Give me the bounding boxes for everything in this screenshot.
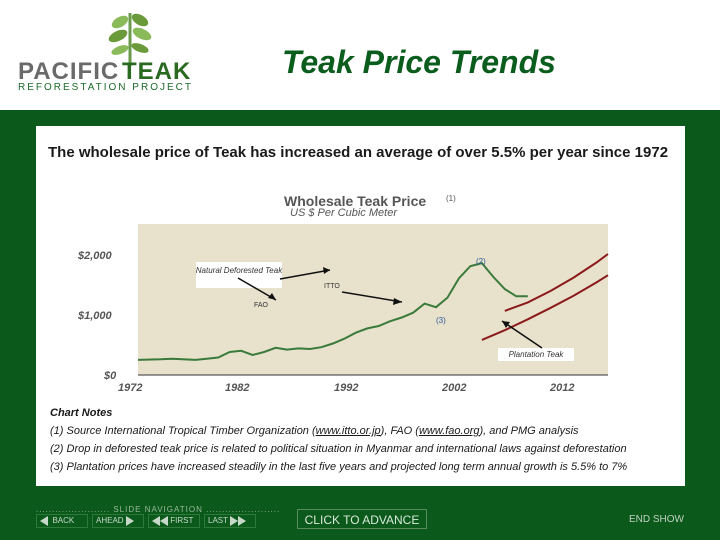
y-tick-label: $1,000	[77, 310, 113, 322]
chart-subtitle: US $ Per Cubic Meter	[290, 207, 397, 219]
last-arrow-icon	[238, 516, 247, 526]
slide-navigation-label: ....................... SLIDE NAVIGATION…	[36, 505, 281, 514]
ahead-label: AHEAD	[96, 516, 124, 525]
chart-title-note: (1)	[446, 194, 456, 203]
annotation-box	[498, 348, 574, 361]
logo-pacific-text: PACIFIC	[18, 58, 120, 85]
annotation-itto: ITTO	[324, 283, 340, 290]
itto-link[interactable]: www.itto.or.jp	[315, 425, 381, 437]
back-label: BACK	[52, 516, 75, 525]
annotation-arrow	[341, 291, 403, 303]
headline-text: The wholesale price of Teak has increase…	[48, 144, 669, 161]
end-show-button[interactable]: END SHOW	[629, 514, 684, 525]
last-button[interactable]: LAST	[204, 514, 256, 528]
annotation-plantation-teak: Plantation Teak	[509, 350, 565, 359]
teak-price-chart: $2,000 $1,000 $0 1972 1982 1992 2002 201…	[77, 224, 609, 394]
x-tick-label: 2012	[549, 382, 574, 394]
logo-subtitle: REFORESTATION PROJECT	[18, 82, 193, 93]
ahead-arrow-icon	[125, 516, 134, 526]
chart-title: Wholesale Teak Price	[284, 193, 427, 209]
x-tick-label: 1972	[118, 382, 142, 394]
series-line-1	[481, 274, 609, 341]
annotation-arrow	[279, 269, 331, 280]
back-button[interactable]: BACK	[36, 514, 88, 528]
annotation-box	[196, 262, 282, 288]
series-layer	[137, 253, 609, 361]
pacific-teak-logo: PACIFIC TEAK REFORESTATION PROJECT	[8, 8, 208, 93]
annotation-note-2: (2)	[476, 257, 486, 266]
first-arrow-icon	[160, 516, 168, 526]
notes-title: Chart Notes	[50, 407, 113, 419]
y-tick-label: $2,000	[77, 250, 113, 262]
annotation-fao: FAO	[254, 302, 269, 309]
y-tick-label: $0	[103, 370, 117, 382]
series-line-2	[504, 253, 609, 312]
x-tick-label: 2002	[441, 382, 466, 394]
annotation-note-3: (3)	[436, 316, 446, 325]
first-button[interactable]: FIRST	[148, 514, 200, 528]
page-title: Teak Price Trends	[282, 44, 556, 80]
annotation-arrow	[501, 320, 543, 349]
slide-navigation-text: SLIDE NAVIGATION	[113, 505, 203, 514]
annotation-arrowhead	[502, 321, 510, 328]
x-tick-label: 1992	[334, 382, 358, 394]
last-label: LAST	[208, 516, 229, 525]
note-1-text: ), and PMG analysis	[479, 425, 579, 437]
click-to-advance-button[interactable]: CLICK TO ADVANCE	[297, 509, 427, 529]
slide-header: PACIFIC TEAK REFORESTATION PROJECT Teak …	[0, 0, 720, 111]
annotation-arrowhead	[393, 298, 402, 305]
tree-icon	[108, 13, 152, 66]
ahead-button[interactable]: AHEAD	[92, 514, 144, 528]
back-arrow-icon	[40, 516, 48, 526]
logo-teak-text: TEAK	[122, 58, 192, 85]
first-label: FIRST	[170, 516, 194, 525]
x-tick-label: 1982	[225, 382, 249, 394]
fao-link[interactable]: www.fao.org	[418, 425, 480, 437]
last-arrow-icon	[230, 516, 239, 526]
annotation-arrowhead	[268, 293, 276, 300]
note-1-text: (1) Source International Tropical Timber…	[50, 425, 316, 437]
annotation-arrowhead	[323, 267, 330, 274]
first-arrow-icon	[152, 516, 160, 526]
note-1: (1) Source International Tropical Timber…	[50, 422, 690, 440]
series-line-0	[137, 261, 528, 361]
chart-notes: Chart Notes (1) Source International Tro…	[50, 404, 690, 476]
note-2: (2) Drop in deforested teak price is rel…	[50, 443, 627, 455]
annotation-natural-deforested-teak: Natural Deforested Teak	[196, 266, 283, 275]
note-3: (3) Plantation prices have increased ste…	[50, 461, 628, 473]
note-1-text: ), FAO (	[380, 425, 419, 437]
